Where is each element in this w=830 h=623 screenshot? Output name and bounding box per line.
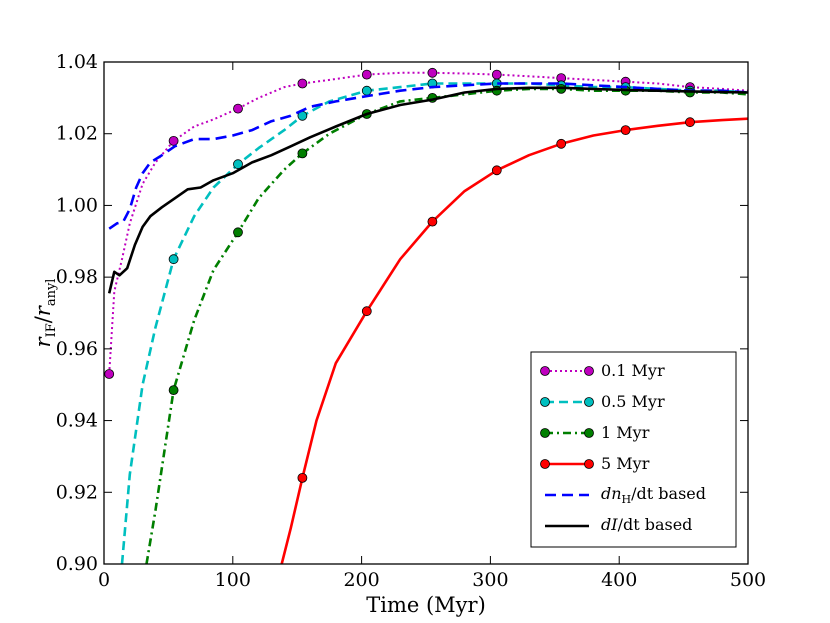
legend-label-dnh: dnH/dt based <box>601 484 706 506</box>
data-point-3-0 <box>297 472 308 483</box>
legend-label-di: dI/dt based <box>601 515 692 534</box>
data-point-1-0 <box>168 254 179 265</box>
y-tick-label-6: 1.02 <box>56 123 98 145</box>
legend-marker-3-1 <box>584 459 594 469</box>
series-layer <box>104 67 748 564</box>
data-point-0-0 <box>104 369 115 379</box>
data-point-0-6 <box>491 69 502 80</box>
data-point-0-1 <box>168 135 179 146</box>
legend-marker-1-0 <box>540 397 550 407</box>
x-tick-label-1: 100 <box>215 569 251 591</box>
y-tick-label-0: 0.90 <box>56 553 98 575</box>
y-tick-label-5: 1.00 <box>56 194 98 216</box>
data-point-0-3 <box>297 78 308 89</box>
legend-marker-1-1 <box>584 397 594 407</box>
series-line-5 <box>107 86 748 294</box>
data-point-3-6 <box>685 117 695 128</box>
legend-marker-3-0 <box>540 459 550 469</box>
data-point-0-4 <box>361 69 372 80</box>
x-axis-label: Time (Myr) <box>366 593 486 617</box>
y-tick-label-2: 0.94 <box>56 410 98 432</box>
series-line-3 <box>280 117 748 564</box>
data-point-2-2 <box>297 148 308 159</box>
data-point-3-5 <box>620 125 631 136</box>
x-tick-label-3: 300 <box>472 569 508 591</box>
data-point-2-0 <box>168 385 179 396</box>
legend-label-1: 0.5 Myr <box>601 392 665 411</box>
legend-marker-0-0 <box>540 366 550 376</box>
data-point-3-1 <box>361 306 372 317</box>
series-line-0 <box>108 71 748 375</box>
legend-label-0: 0.1 Myr <box>601 361 665 380</box>
data-point-0-5 <box>427 67 438 78</box>
legend-label-3: 5 Myr <box>601 454 650 473</box>
data-point-0-2 <box>233 103 243 114</box>
plot-frame <box>103 61 749 565</box>
x-tick-label-2: 200 <box>343 569 379 591</box>
x-tick-label-5: 500 <box>730 569 766 591</box>
legend-marker-2-1 <box>584 428 594 438</box>
y-tick-label-4: 0.98 <box>56 266 98 288</box>
data-point-2-1 <box>233 227 243 238</box>
y-tick-label-3: 0.96 <box>56 338 98 360</box>
tick-layer: 0 100 200 300 400 500 0.90 0.92 0.94 0.96 0.98 1.00… <box>56 51 766 591</box>
data-point-1-1 <box>233 159 243 170</box>
legend-label-2: 1 Myr <box>601 423 650 442</box>
data-point-1-3 <box>361 85 372 96</box>
legend-marker-2-0 <box>540 428 550 438</box>
series-line-4 <box>108 82 748 230</box>
legend: 0.1 Myr 0.5 Myr 1 Myr 5 Myr dnH/dt based dI… <box>530 351 737 548</box>
data-point-3-2 <box>427 216 438 227</box>
x-tick-label-4: 400 <box>601 569 637 591</box>
y-tick-label-1: 0.92 <box>56 481 98 503</box>
y-axis-label: rIF/ranyl <box>31 279 59 348</box>
legend-marker-0-1 <box>584 366 594 376</box>
data-point-3-4 <box>556 138 567 149</box>
data-point-3-3 <box>491 165 502 176</box>
legend-box <box>530 351 737 548</box>
x-tick-label-0: 0 <box>98 569 110 591</box>
y-tick-label-7: 1.04 <box>56 51 98 73</box>
